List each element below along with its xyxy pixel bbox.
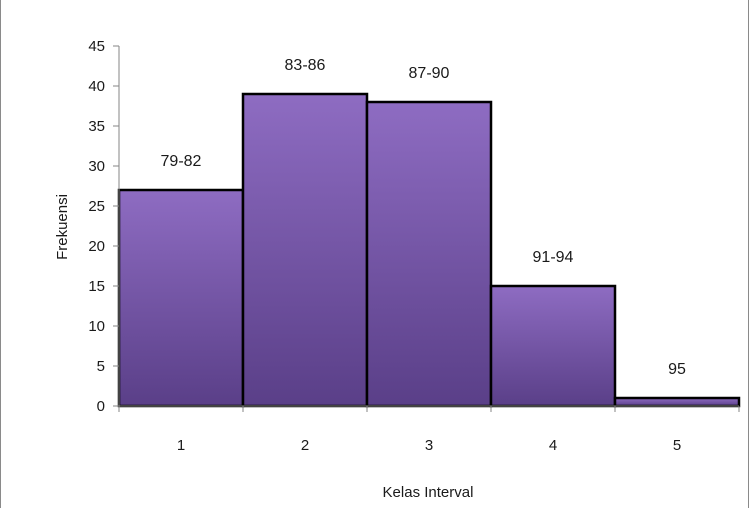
y-axis-title: Frekuensi <box>54 194 71 260</box>
bar-5 <box>613 396 741 408</box>
data-label: 95 <box>668 361 686 378</box>
x-tick-label: 3 <box>425 437 433 454</box>
y-tick-label: 20 <box>88 238 105 255</box>
y-tick-label: 0 <box>97 398 105 415</box>
x-tick-label: 1 <box>177 437 185 454</box>
y-tick-label: 35 <box>88 118 105 135</box>
data-label: 87-90 <box>409 65 450 82</box>
bar-3 <box>365 100 493 408</box>
y-tick-label: 10 <box>88 318 105 335</box>
x-tick-label: 2 <box>301 437 309 454</box>
y-tick-label: 30 <box>88 158 105 175</box>
data-label: 83-86 <box>285 57 326 74</box>
data-label: 91-94 <box>533 249 574 266</box>
x-axis-title: Kelas Interval <box>383 484 474 501</box>
y-tick-label: 5 <box>97 358 105 375</box>
bar-1 <box>117 188 245 408</box>
bar-4 <box>489 284 617 408</box>
data-label: 79-82 <box>161 153 202 170</box>
x-tick-label: 4 <box>549 437 557 454</box>
y-tick-label: 25 <box>88 198 105 215</box>
y-tick-label: 15 <box>88 278 105 295</box>
x-tick-label: 5 <box>673 437 681 454</box>
bars-layer <box>117 92 741 408</box>
y-tick-label: 45 <box>88 38 105 55</box>
y-tick-label: 40 <box>88 78 105 95</box>
axes-layer <box>113 45 740 412</box>
bar-2 <box>241 92 369 408</box>
